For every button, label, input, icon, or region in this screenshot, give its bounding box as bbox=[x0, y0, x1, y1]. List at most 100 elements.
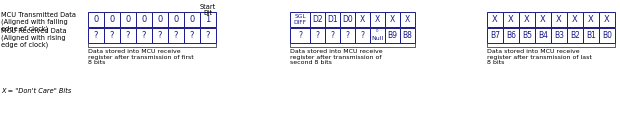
Text: 0: 0 bbox=[174, 15, 179, 24]
Bar bbox=[184, 12, 200, 27]
Text: X: X bbox=[508, 15, 514, 24]
Text: Data stored into MCU receive
register after transmission of first
8 bits: Data stored into MCU receive register af… bbox=[88, 49, 193, 65]
Text: B9: B9 bbox=[388, 31, 397, 40]
Bar bbox=[370, 12, 385, 27]
Bar bbox=[551, 12, 567, 27]
Bar bbox=[88, 12, 104, 27]
Text: ?: ? bbox=[190, 31, 194, 40]
Text: B5: B5 bbox=[522, 31, 532, 40]
Bar bbox=[583, 28, 599, 43]
Text: X: X bbox=[524, 15, 530, 24]
Bar bbox=[340, 28, 355, 43]
Text: ?: ? bbox=[157, 31, 162, 40]
Text: ⁰
Null: ⁰ Null bbox=[371, 30, 384, 41]
Text: B8: B8 bbox=[402, 31, 412, 40]
Text: ?: ? bbox=[206, 31, 210, 40]
Bar bbox=[290, 12, 310, 27]
Bar bbox=[104, 12, 120, 27]
Text: ?: ? bbox=[330, 31, 335, 40]
Text: X: X bbox=[492, 15, 498, 24]
Text: B2: B2 bbox=[570, 31, 580, 40]
Text: B4: B4 bbox=[538, 31, 548, 40]
Text: 0: 0 bbox=[125, 15, 131, 24]
Text: B3: B3 bbox=[554, 31, 564, 40]
Text: D1: D1 bbox=[327, 15, 338, 24]
Text: X: X bbox=[390, 15, 395, 24]
Bar bbox=[325, 28, 340, 43]
Bar bbox=[519, 28, 535, 43]
Text: D2: D2 bbox=[312, 15, 323, 24]
Bar bbox=[355, 12, 370, 27]
Text: 0: 0 bbox=[157, 15, 162, 24]
Bar bbox=[400, 28, 415, 43]
Bar bbox=[340, 12, 355, 27]
Text: ?: ? bbox=[94, 31, 98, 40]
Bar bbox=[567, 28, 583, 43]
Text: 0: 0 bbox=[94, 15, 99, 24]
Bar bbox=[200, 12, 216, 27]
Bar bbox=[567, 12, 583, 27]
Bar bbox=[583, 12, 599, 27]
Bar bbox=[168, 12, 184, 27]
Bar bbox=[503, 28, 519, 43]
Bar bbox=[290, 28, 310, 43]
Bar bbox=[136, 12, 152, 27]
Bar bbox=[370, 28, 385, 43]
Text: X: X bbox=[572, 15, 578, 24]
Text: X: X bbox=[556, 15, 562, 24]
Text: X: X bbox=[604, 15, 610, 24]
Bar bbox=[325, 12, 340, 27]
Text: B7: B7 bbox=[490, 31, 500, 40]
Text: MCU Transmitted Data
(Aligned with falling
edge of clock): MCU Transmitted Data (Aligned with falli… bbox=[1, 12, 76, 32]
Text: 0: 0 bbox=[189, 15, 195, 24]
Bar bbox=[168, 28, 184, 43]
Bar bbox=[200, 28, 216, 43]
Text: 1: 1 bbox=[205, 15, 211, 24]
Text: SGL
DIFF: SGL DIFF bbox=[293, 14, 306, 25]
Text: X: X bbox=[375, 15, 380, 24]
Bar bbox=[120, 28, 136, 43]
Text: Data stored into MCU receive
register after transmission of
second 8 bits: Data stored into MCU receive register af… bbox=[290, 49, 383, 65]
Bar bbox=[551, 28, 567, 43]
Bar bbox=[487, 12, 503, 27]
Bar bbox=[385, 12, 400, 27]
Bar bbox=[136, 28, 152, 43]
Bar bbox=[535, 28, 551, 43]
Bar bbox=[120, 12, 136, 27]
Text: 0: 0 bbox=[141, 15, 146, 24]
Text: 0: 0 bbox=[109, 15, 115, 24]
Text: B1: B1 bbox=[586, 31, 596, 40]
Text: MCU Received Data
(Aligned with rising
edge of clock): MCU Received Data (Aligned with rising e… bbox=[1, 28, 66, 48]
Bar bbox=[104, 28, 120, 43]
Text: ?: ? bbox=[345, 31, 350, 40]
Bar bbox=[152, 28, 168, 43]
Bar bbox=[599, 12, 615, 27]
Text: ?: ? bbox=[142, 31, 146, 40]
Bar bbox=[310, 12, 325, 27]
Text: X: X bbox=[588, 15, 594, 24]
Text: Data stored into MCU receive
register after transmission of last
8 bits: Data stored into MCU receive register af… bbox=[487, 49, 592, 65]
Bar bbox=[503, 12, 519, 27]
Text: ?: ? bbox=[126, 31, 130, 40]
Text: D0: D0 bbox=[342, 15, 353, 24]
Bar bbox=[385, 28, 400, 43]
Bar bbox=[310, 28, 325, 43]
Bar bbox=[519, 12, 535, 27]
Text: ?: ? bbox=[174, 31, 179, 40]
Text: X = "Don't Care" Bits: X = "Don't Care" Bits bbox=[1, 88, 71, 94]
Text: X: X bbox=[540, 15, 546, 24]
Text: X: X bbox=[405, 15, 410, 24]
Bar bbox=[152, 12, 168, 27]
Text: B6: B6 bbox=[506, 31, 516, 40]
Bar bbox=[184, 28, 200, 43]
Bar bbox=[88, 28, 104, 43]
Text: ?: ? bbox=[298, 31, 302, 40]
Text: ?: ? bbox=[360, 31, 365, 40]
Text: Start
Bit: Start Bit bbox=[200, 4, 216, 16]
Bar bbox=[355, 28, 370, 43]
Text: ?: ? bbox=[110, 31, 114, 40]
Text: B0: B0 bbox=[602, 31, 612, 40]
Text: ?: ? bbox=[316, 31, 319, 40]
Bar bbox=[599, 28, 615, 43]
Text: X: X bbox=[360, 15, 365, 24]
